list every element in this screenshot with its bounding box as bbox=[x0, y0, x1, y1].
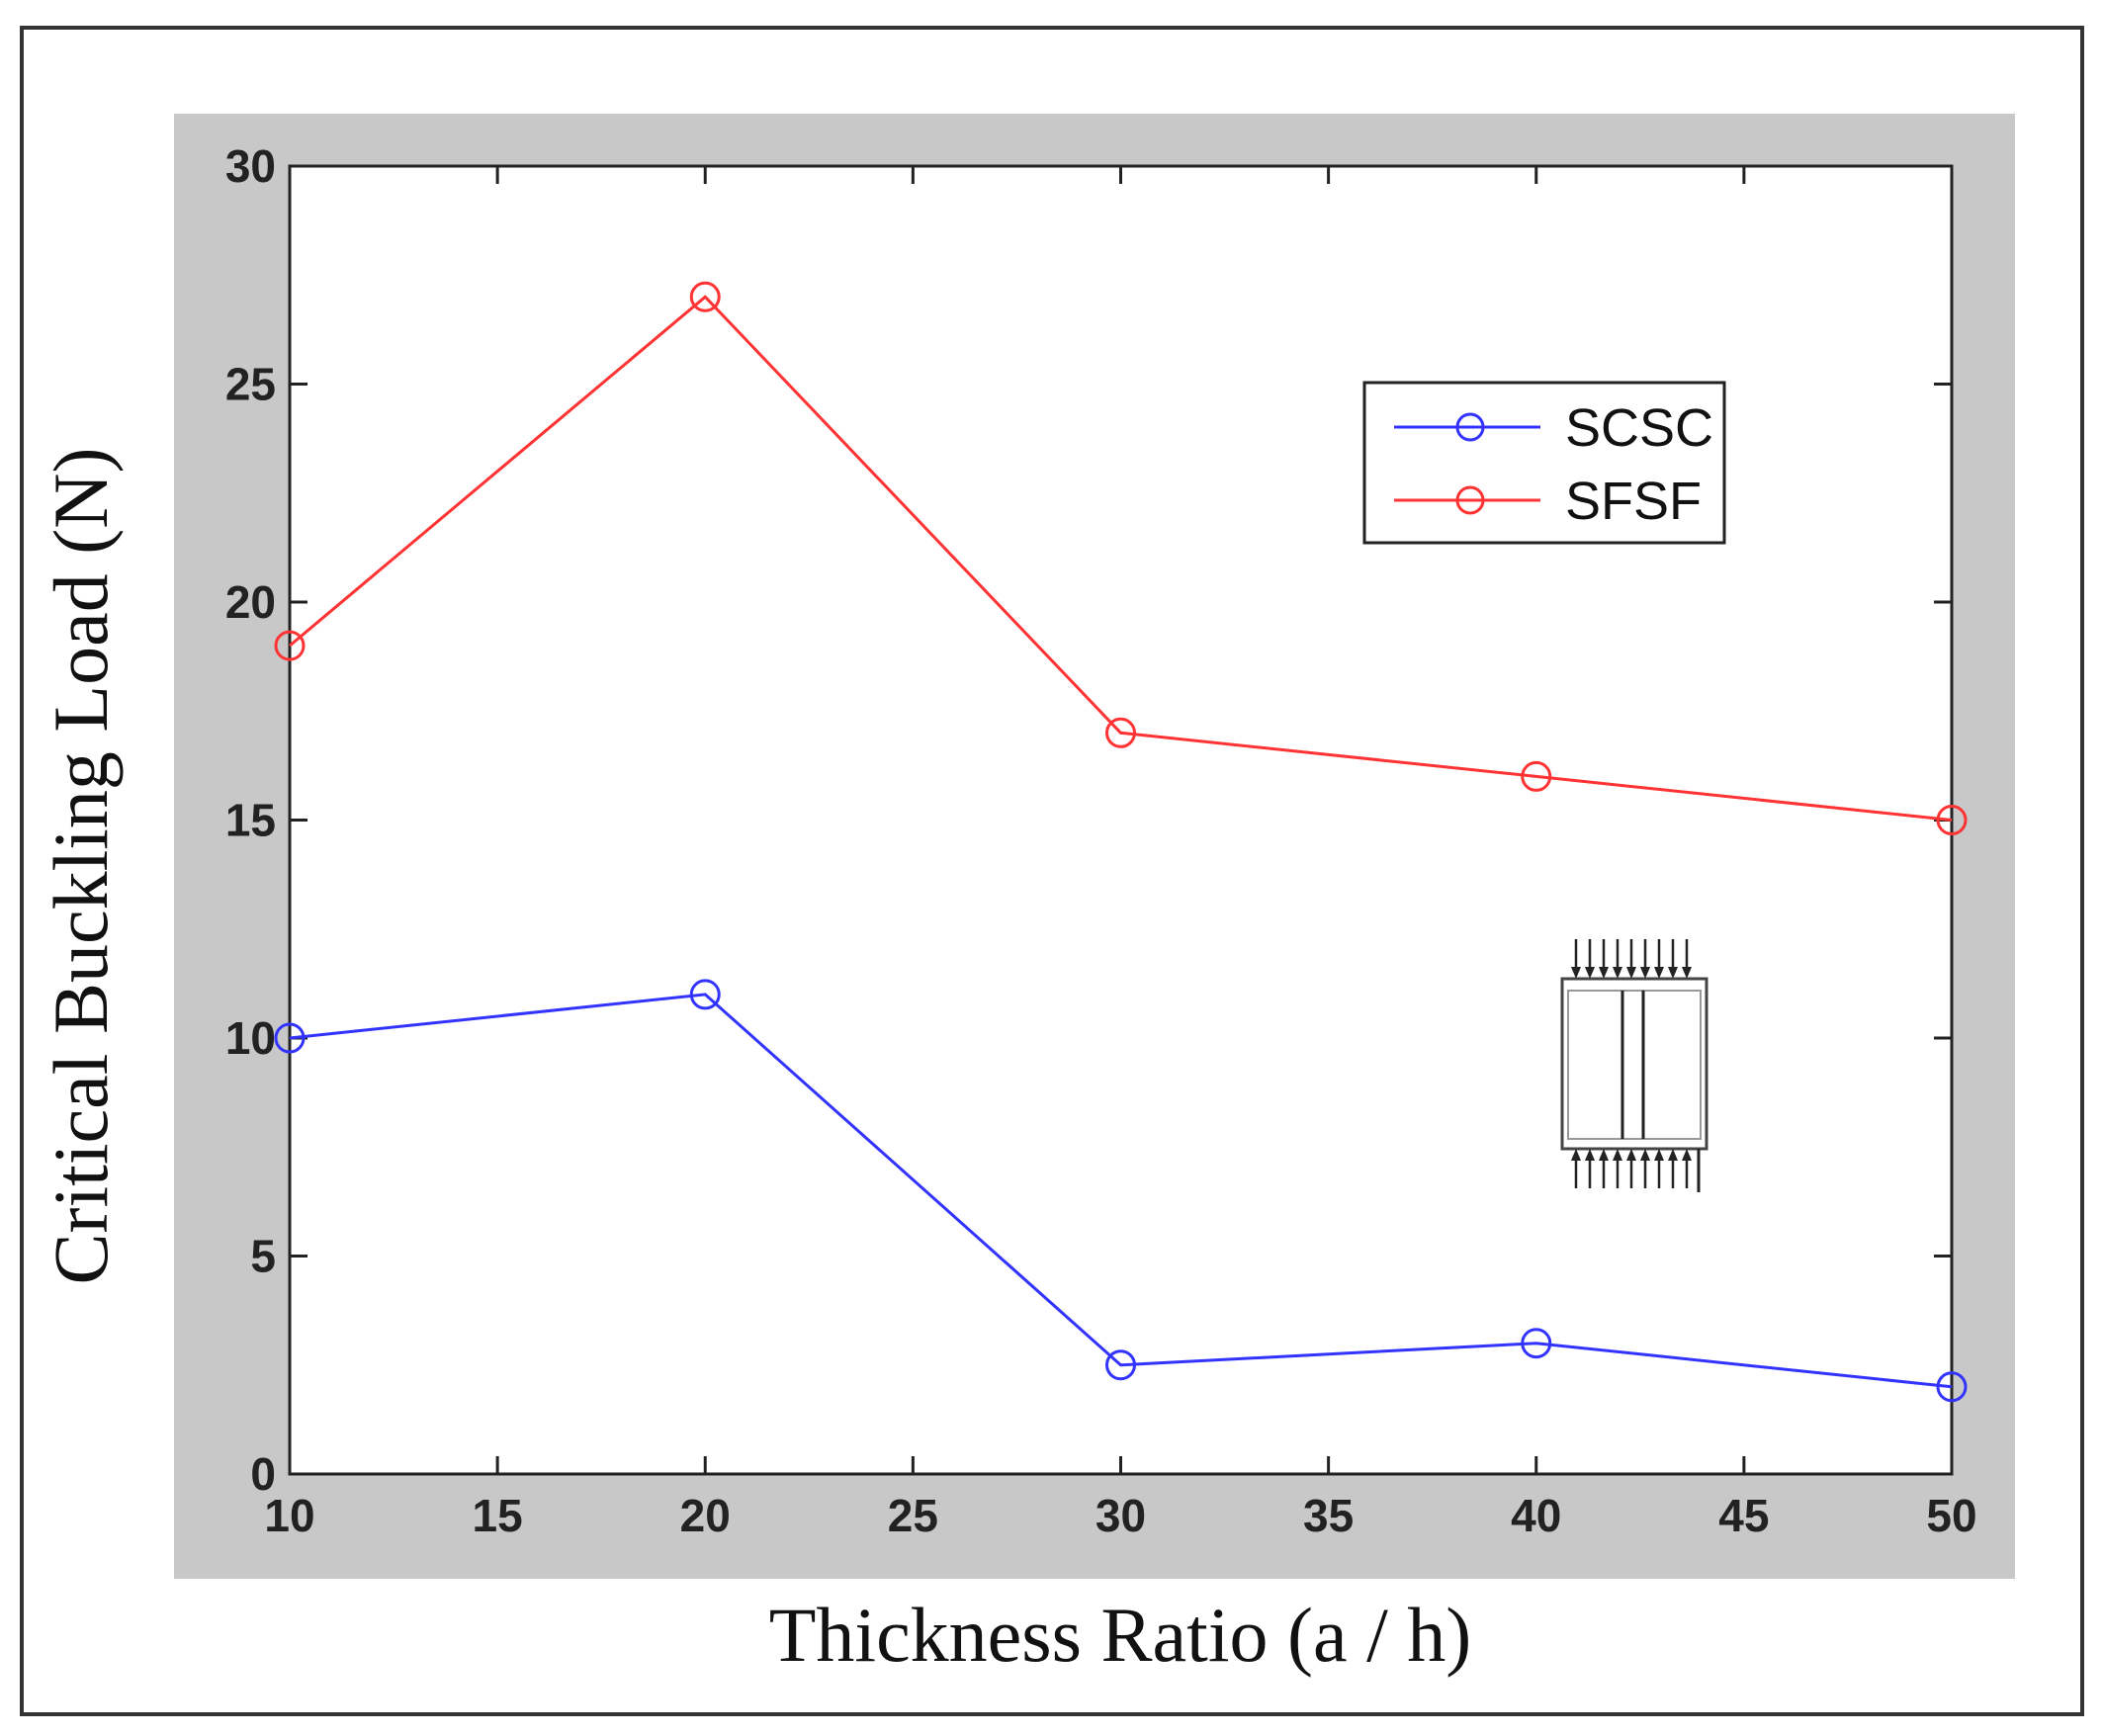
inset-arrowhead-top bbox=[1599, 967, 1609, 979]
legend-label-sfsf: SFSF bbox=[1565, 472, 1702, 531]
y-tick-label: 10 bbox=[225, 1012, 276, 1064]
y-tick-label: 20 bbox=[225, 576, 276, 628]
data-point-scsc bbox=[689, 979, 721, 1010]
axes-area bbox=[288, 164, 1954, 1476]
x-tick-label: 50 bbox=[1926, 1490, 1976, 1541]
data-point-sfsf bbox=[1105, 717, 1136, 748]
series-line-scsc bbox=[289, 993, 1953, 1389]
inset-top-arrows bbox=[1571, 939, 1692, 979]
inset-arrowhead-top bbox=[1640, 967, 1650, 979]
data-point-sfsf bbox=[689, 281, 721, 312]
inset-plate-inner bbox=[1567, 990, 1702, 1140]
y-tick-label: 5 bbox=[250, 1231, 276, 1282]
inset-arrowhead-bottom bbox=[1585, 1149, 1595, 1161]
inset-bottom-arrows bbox=[1571, 1149, 1701, 1192]
data-point-scsc bbox=[1936, 1371, 1968, 1403]
data-point-scsc bbox=[274, 1022, 306, 1054]
data-point-scsc bbox=[1105, 1349, 1136, 1381]
y-tick-label: 30 bbox=[225, 140, 276, 192]
y-axis-ticks: 0 5 10 15 20 25 30 bbox=[225, 140, 1952, 1500]
legend-marker-sfsf bbox=[1455, 485, 1485, 515]
x-tick-label: 15 bbox=[473, 1490, 523, 1541]
inset-arrowhead-top bbox=[1571, 967, 1581, 979]
y-tick-label: 15 bbox=[225, 795, 276, 846]
inset-arrowhead-bottom bbox=[1640, 1149, 1650, 1161]
x-tick-label: 45 bbox=[1718, 1490, 1769, 1541]
x-tick-label: 35 bbox=[1303, 1490, 1354, 1541]
legend-marker-scsc bbox=[1455, 412, 1485, 442]
y-axis-title: Critical Buckling Load (N) bbox=[38, 448, 124, 1285]
inset-arrowhead-bottom bbox=[1571, 1149, 1581, 1161]
data-point-sfsf bbox=[274, 630, 306, 661]
inset-arrowhead-top bbox=[1654, 967, 1664, 979]
inset-arrowhead-top bbox=[1626, 967, 1636, 979]
inset-arrowhead-top bbox=[1668, 967, 1678, 979]
inset-plate-outer bbox=[1560, 977, 1708, 1151]
inset-arrowhead-bottom bbox=[1668, 1149, 1678, 1161]
x-tick-label: 20 bbox=[680, 1490, 731, 1541]
legend-label-scsc: SCSC bbox=[1565, 398, 1713, 458]
x-tick-label: 30 bbox=[1095, 1490, 1146, 1541]
y-tick-label: 0 bbox=[250, 1448, 276, 1500]
x-tick-label: 10 bbox=[264, 1490, 314, 1541]
inset-arrowhead-bottom bbox=[1599, 1149, 1609, 1161]
legend: SCSC SFSF bbox=[1362, 381, 1726, 545]
plate-compression-diagram-icon bbox=[1560, 939, 1708, 1192]
data-point-sfsf bbox=[1521, 760, 1552, 792]
inset-arrowhead-bottom bbox=[1613, 1149, 1622, 1161]
legend-box bbox=[1362, 381, 1726, 545]
inset-arrowhead-top bbox=[1585, 967, 1595, 979]
y-tick-label: 25 bbox=[225, 359, 276, 410]
x-axis-title: Thickness Ratio (a / h) bbox=[769, 1592, 1472, 1678]
inset-arrowhead-bottom bbox=[1626, 1149, 1636, 1161]
inset-arrowhead-bottom bbox=[1682, 1149, 1692, 1161]
x-axis-ticks: 10 15 20 25 30 35 40 45 50 bbox=[264, 166, 1977, 1541]
data-point-scsc bbox=[1521, 1328, 1552, 1359]
series-line-sfsf bbox=[289, 295, 1953, 822]
inset-arrowhead-top bbox=[1682, 967, 1692, 979]
data-point-sfsf bbox=[1936, 805, 1968, 835]
inset-arrowhead-bottom bbox=[1654, 1149, 1664, 1161]
x-tick-label: 40 bbox=[1511, 1490, 1561, 1541]
x-tick-label: 25 bbox=[888, 1490, 938, 1541]
series-layer bbox=[274, 281, 1968, 1403]
inset-arrowhead-top bbox=[1613, 967, 1622, 979]
